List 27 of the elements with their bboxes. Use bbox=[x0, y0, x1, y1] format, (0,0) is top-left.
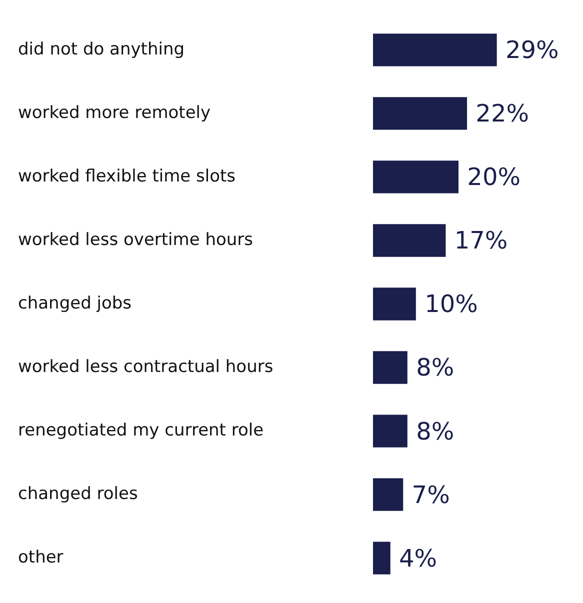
y-tick-label: other bbox=[18, 547, 64, 568]
y-tick-label: worked more remotely bbox=[18, 102, 211, 123]
bar bbox=[373, 97, 468, 130]
data-label: 8% bbox=[416, 354, 454, 382]
data-label: 7% bbox=[412, 480, 450, 509]
bar bbox=[373, 224, 446, 257]
bar bbox=[373, 478, 404, 511]
y-tick-label: worked flexible time slots bbox=[18, 166, 236, 186]
data-label: 22% bbox=[476, 100, 530, 128]
bar bbox=[373, 542, 390, 574]
data-label: 8% bbox=[416, 417, 454, 446]
bar bbox=[373, 414, 408, 448]
y-tick-label: changed jobs bbox=[18, 293, 132, 314]
y-tick-label: worked less overtime hours bbox=[18, 230, 254, 250]
data-label: 20% bbox=[467, 163, 521, 192]
y-tick-label: changed roles bbox=[18, 484, 138, 504]
data-label: 10% bbox=[424, 290, 478, 318]
bar bbox=[373, 288, 416, 320]
bar bbox=[373, 34, 497, 66]
data-label: 4% bbox=[399, 544, 438, 572]
data-label: 17% bbox=[454, 226, 508, 255]
y-tick-label: did not do anything bbox=[18, 39, 185, 60]
y-tick-label: renegotiated my current role bbox=[18, 420, 264, 440]
y-tick-label: worked less contractual hours bbox=[18, 356, 274, 377]
bar bbox=[373, 351, 408, 384]
data-label: 29% bbox=[505, 36, 559, 64]
bar bbox=[373, 160, 458, 194]
